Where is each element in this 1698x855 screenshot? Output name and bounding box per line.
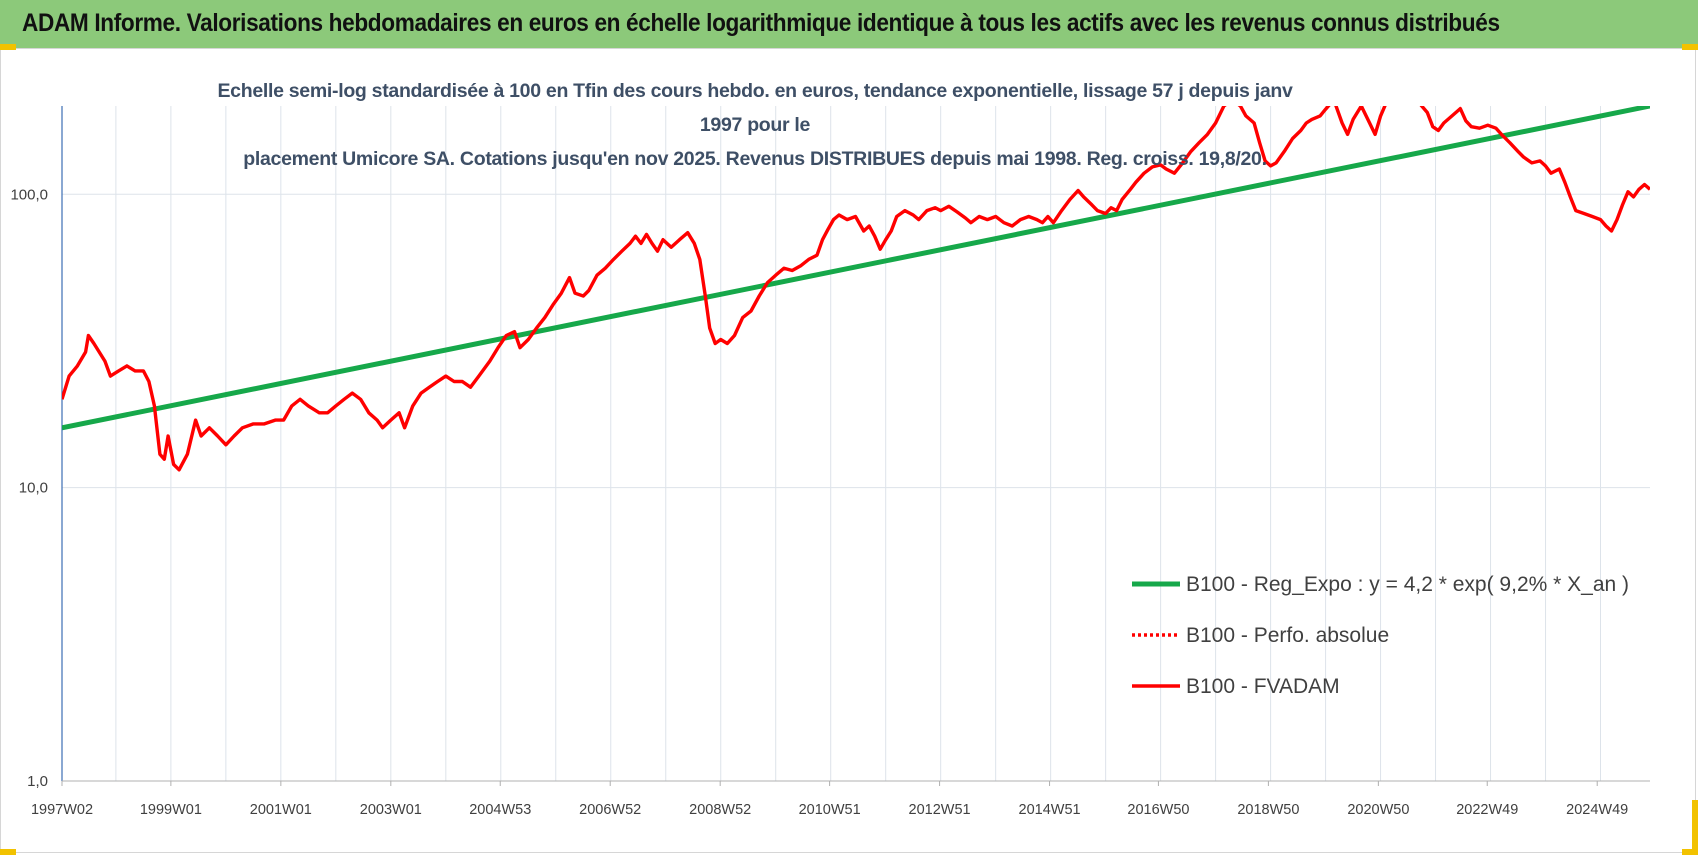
y-tick-label: 1,0 [27,773,48,790]
chart-frame [0,48,1696,853]
x-tick-label: 2006W52 [579,802,641,818]
y-tick-label: 100,0 [10,186,48,203]
x-tick-label: 2004W53 [469,802,531,818]
x-tick-label: 2022W49 [1456,802,1518,818]
x-tick-label: 2001W01 [250,802,312,818]
x-tick-label: 2010W51 [799,802,861,818]
series-line-2 [62,106,1650,472]
x-tick-label: 2016W50 [1127,802,1189,818]
subtitle-line-2: placement Umicore SA. Cotations jusqu'en… [243,148,1267,170]
x-tick-label: 2014W51 [1019,802,1081,818]
subtitle-line-1: Echelle semi-log standardisée à 100 en T… [217,80,1293,136]
corner-marker-bottom-left [0,849,16,855]
corner-marker-bottom-right-edge [1682,849,1698,855]
tick-labels: 1,0 10,0 100,0 1997W02 1999W01 2001W01 2003W01… [10,186,1628,818]
x-tick-label: 1999W01 [140,802,202,818]
y-tick-label: 10,0 [19,480,48,497]
chart-subtitle: Echelle semi-log standardisée à 100 en T… [200,74,1310,176]
x-tick-label: 2012W51 [909,802,971,818]
corner-marker-bottom-right [1692,800,1698,855]
legend-label-2: B100 - FVADAM [1186,675,1340,698]
legend-label-0: B100 - Reg_Expo : y = 4,2 * exp( 9,2% * … [1186,573,1629,596]
x-tick-label: 2024W49 [1566,802,1628,818]
x-tick-label: 1997W02 [31,802,93,818]
series-group [62,106,1650,472]
title-banner: ADAM Informe. Valorisations hebdomadaire… [0,0,1698,48]
x-tick-label: 2008W52 [689,802,751,818]
legend-label-1: B100 - Perfo. absolue [1186,624,1389,647]
legend: B100 - Reg_Expo : y = 4,2 * exp( 9,2% * … [1132,573,1629,698]
x-tick-label: 2020W50 [1347,802,1409,818]
series-line-0 [62,106,1650,431]
x-tick-label: 2003W01 [360,802,422,818]
axes [61,106,1650,786]
page-title: ADAM Informe. Valorisations hebdomadaire… [22,9,1500,37]
grid-lines [62,106,1650,781]
x-tick-label: 2018W50 [1237,802,1299,818]
corner-marker-top-left [0,44,16,50]
corner-marker-top-right [1682,44,1698,50]
